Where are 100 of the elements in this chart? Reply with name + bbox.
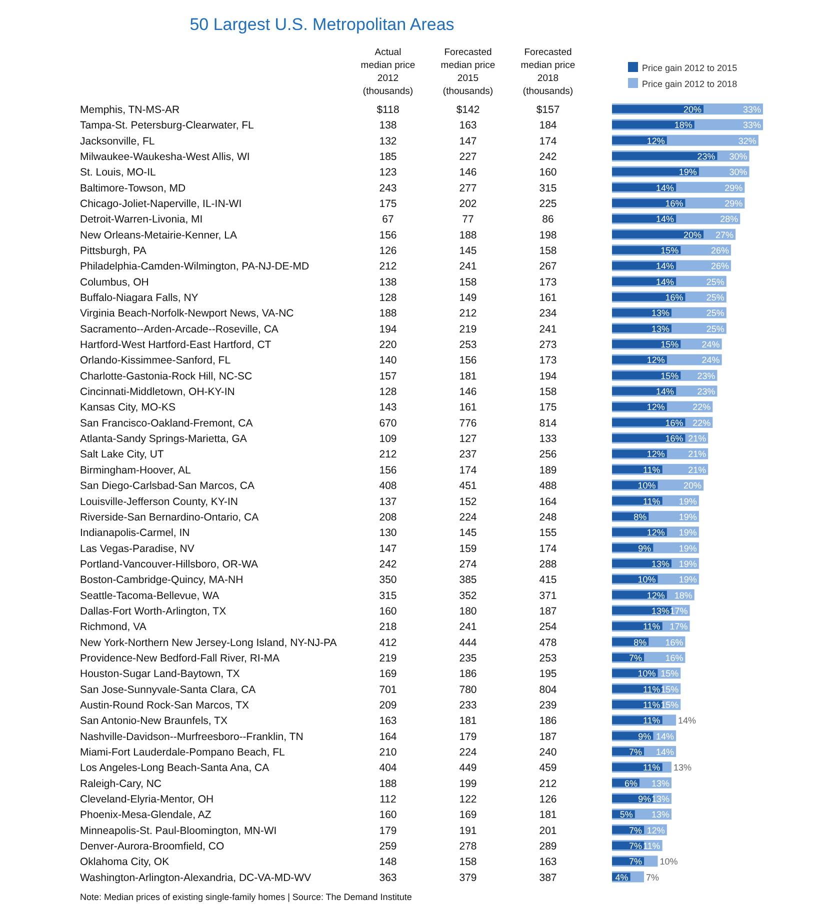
data-label: 14% xyxy=(656,276,674,287)
text: 156 xyxy=(459,354,477,367)
data-label: 15% xyxy=(660,340,679,350)
data-label: 15% xyxy=(660,668,679,679)
text: 67 xyxy=(382,214,394,226)
text: 86 xyxy=(542,214,554,226)
data-label: 16% xyxy=(665,292,684,303)
data-label: 23% xyxy=(697,386,716,397)
text: 278 xyxy=(459,840,477,852)
data-label: 20% xyxy=(684,230,702,240)
y-tick-label: Seattle-Tacoma-Bellevue, WA xyxy=(80,590,220,602)
data-label: 14% xyxy=(656,746,674,757)
text: 164 xyxy=(539,496,557,508)
text: 158 xyxy=(459,276,477,288)
data-label: 10% xyxy=(638,668,656,679)
data-label: 19% xyxy=(678,496,697,506)
text: 149 xyxy=(459,292,477,304)
bar xyxy=(612,105,704,113)
data-label: 7% xyxy=(629,840,642,851)
text: 147 xyxy=(459,135,477,148)
data-label: 14% xyxy=(656,386,674,397)
data-label: 20% xyxy=(684,480,702,491)
data-label: 13% xyxy=(673,762,692,773)
data-label: 13% xyxy=(651,308,670,318)
text: 277 xyxy=(459,182,477,194)
y-tick-label: Salt Lake City, UT xyxy=(80,448,164,461)
text: 146 xyxy=(459,386,477,398)
text: Note: Median prices of existing single-family homes | Source: The Demand Institute xyxy=(80,892,412,902)
data-label: 12% xyxy=(646,590,665,600)
text: Forecasted median price 2018 (thousands) xyxy=(520,47,576,97)
y-tick-label: Birmingham-Hoover, AL xyxy=(80,464,192,476)
data-label: 13% xyxy=(651,606,670,616)
text: 180 xyxy=(459,605,477,618)
text: 143 xyxy=(379,402,397,414)
data-label: 4% xyxy=(615,872,628,882)
text: 137 xyxy=(379,496,397,508)
y-tick-label: St. Louis, MO-IL xyxy=(80,166,156,179)
legend-label: Price gain 2012 to 2018 xyxy=(642,79,738,89)
data-label: 29% xyxy=(724,182,743,193)
text: 701 xyxy=(379,684,397,696)
text: 208 xyxy=(379,511,397,524)
y-tick-label: Kansas City, MO-KS xyxy=(80,402,176,414)
bar xyxy=(612,120,694,129)
y-tick-label: Boston-Cambridge-Quincy, MA-NH xyxy=(80,574,244,586)
text: 169 xyxy=(459,809,477,822)
text: 209 xyxy=(379,699,397,712)
text: 212 xyxy=(459,308,477,320)
text: 174 xyxy=(539,542,557,555)
text: 210 xyxy=(379,746,397,758)
text: 160 xyxy=(379,809,397,822)
text: 128 xyxy=(379,292,397,304)
text: 130 xyxy=(379,527,397,540)
text: 174 xyxy=(459,464,477,476)
text: 173 xyxy=(539,354,557,367)
text: 156 xyxy=(379,229,397,242)
data-label: 12% xyxy=(646,825,665,836)
data-label: 7% xyxy=(629,825,642,836)
text: 233 xyxy=(459,699,477,712)
data-label: 8% xyxy=(634,512,647,522)
data-label: 9% xyxy=(638,731,652,742)
text: $142 xyxy=(456,104,480,116)
y-tick-label: Washington-Arlington-Alexandria, DC-VA-MD-WV xyxy=(80,872,312,884)
data-label: 11% xyxy=(642,684,660,694)
text: 181 xyxy=(539,809,557,822)
data-label: 15% xyxy=(660,246,679,256)
text: 147 xyxy=(379,542,397,555)
text: 195 xyxy=(539,668,557,680)
data-label: 10% xyxy=(660,856,678,867)
text: 112 xyxy=(380,793,397,806)
data-label: 25% xyxy=(706,308,724,318)
data-label: 11% xyxy=(642,496,660,506)
y-tick-label: Atlanta-Sandy Springs-Marietta, GA xyxy=(80,433,247,446)
text: 158 xyxy=(539,245,557,258)
data-label: 25% xyxy=(706,276,724,287)
y-tick-label: Virginia Beach-Norfolk-Newport News, VA-NC xyxy=(80,308,294,320)
data-label: 16% xyxy=(665,652,684,663)
text: 235 xyxy=(459,652,477,664)
text: 146 xyxy=(459,166,477,179)
data-label: 19% xyxy=(678,558,697,569)
text: 274 xyxy=(459,558,477,570)
data-label: 21% xyxy=(688,464,706,475)
y-tick-label: Detroit-Warren-Livonia, MI xyxy=(80,214,203,226)
data-label: 6% xyxy=(624,778,638,788)
text: 254 xyxy=(539,621,557,634)
bar xyxy=(612,168,699,176)
y-tick-label: Los Angeles-Long Beach-Santa Ana, CA xyxy=(80,762,270,774)
data-label: 14% xyxy=(656,731,674,742)
data-label: 24% xyxy=(702,340,720,350)
text: 404 xyxy=(379,762,397,774)
text: 227 xyxy=(459,151,477,164)
data-label: 24% xyxy=(702,355,720,366)
text: $157 xyxy=(536,104,560,116)
y-tick-label: Orlando-Kissimmee-Sanford, FL xyxy=(80,354,231,367)
data-label: 19% xyxy=(678,528,697,538)
text: 387 xyxy=(539,872,557,884)
text: 449 xyxy=(459,762,477,774)
y-tick-label: Richmond, VA xyxy=(80,621,146,634)
text: 241 xyxy=(539,323,557,336)
data-label: 17% xyxy=(670,622,688,632)
text: 212 xyxy=(379,260,397,273)
